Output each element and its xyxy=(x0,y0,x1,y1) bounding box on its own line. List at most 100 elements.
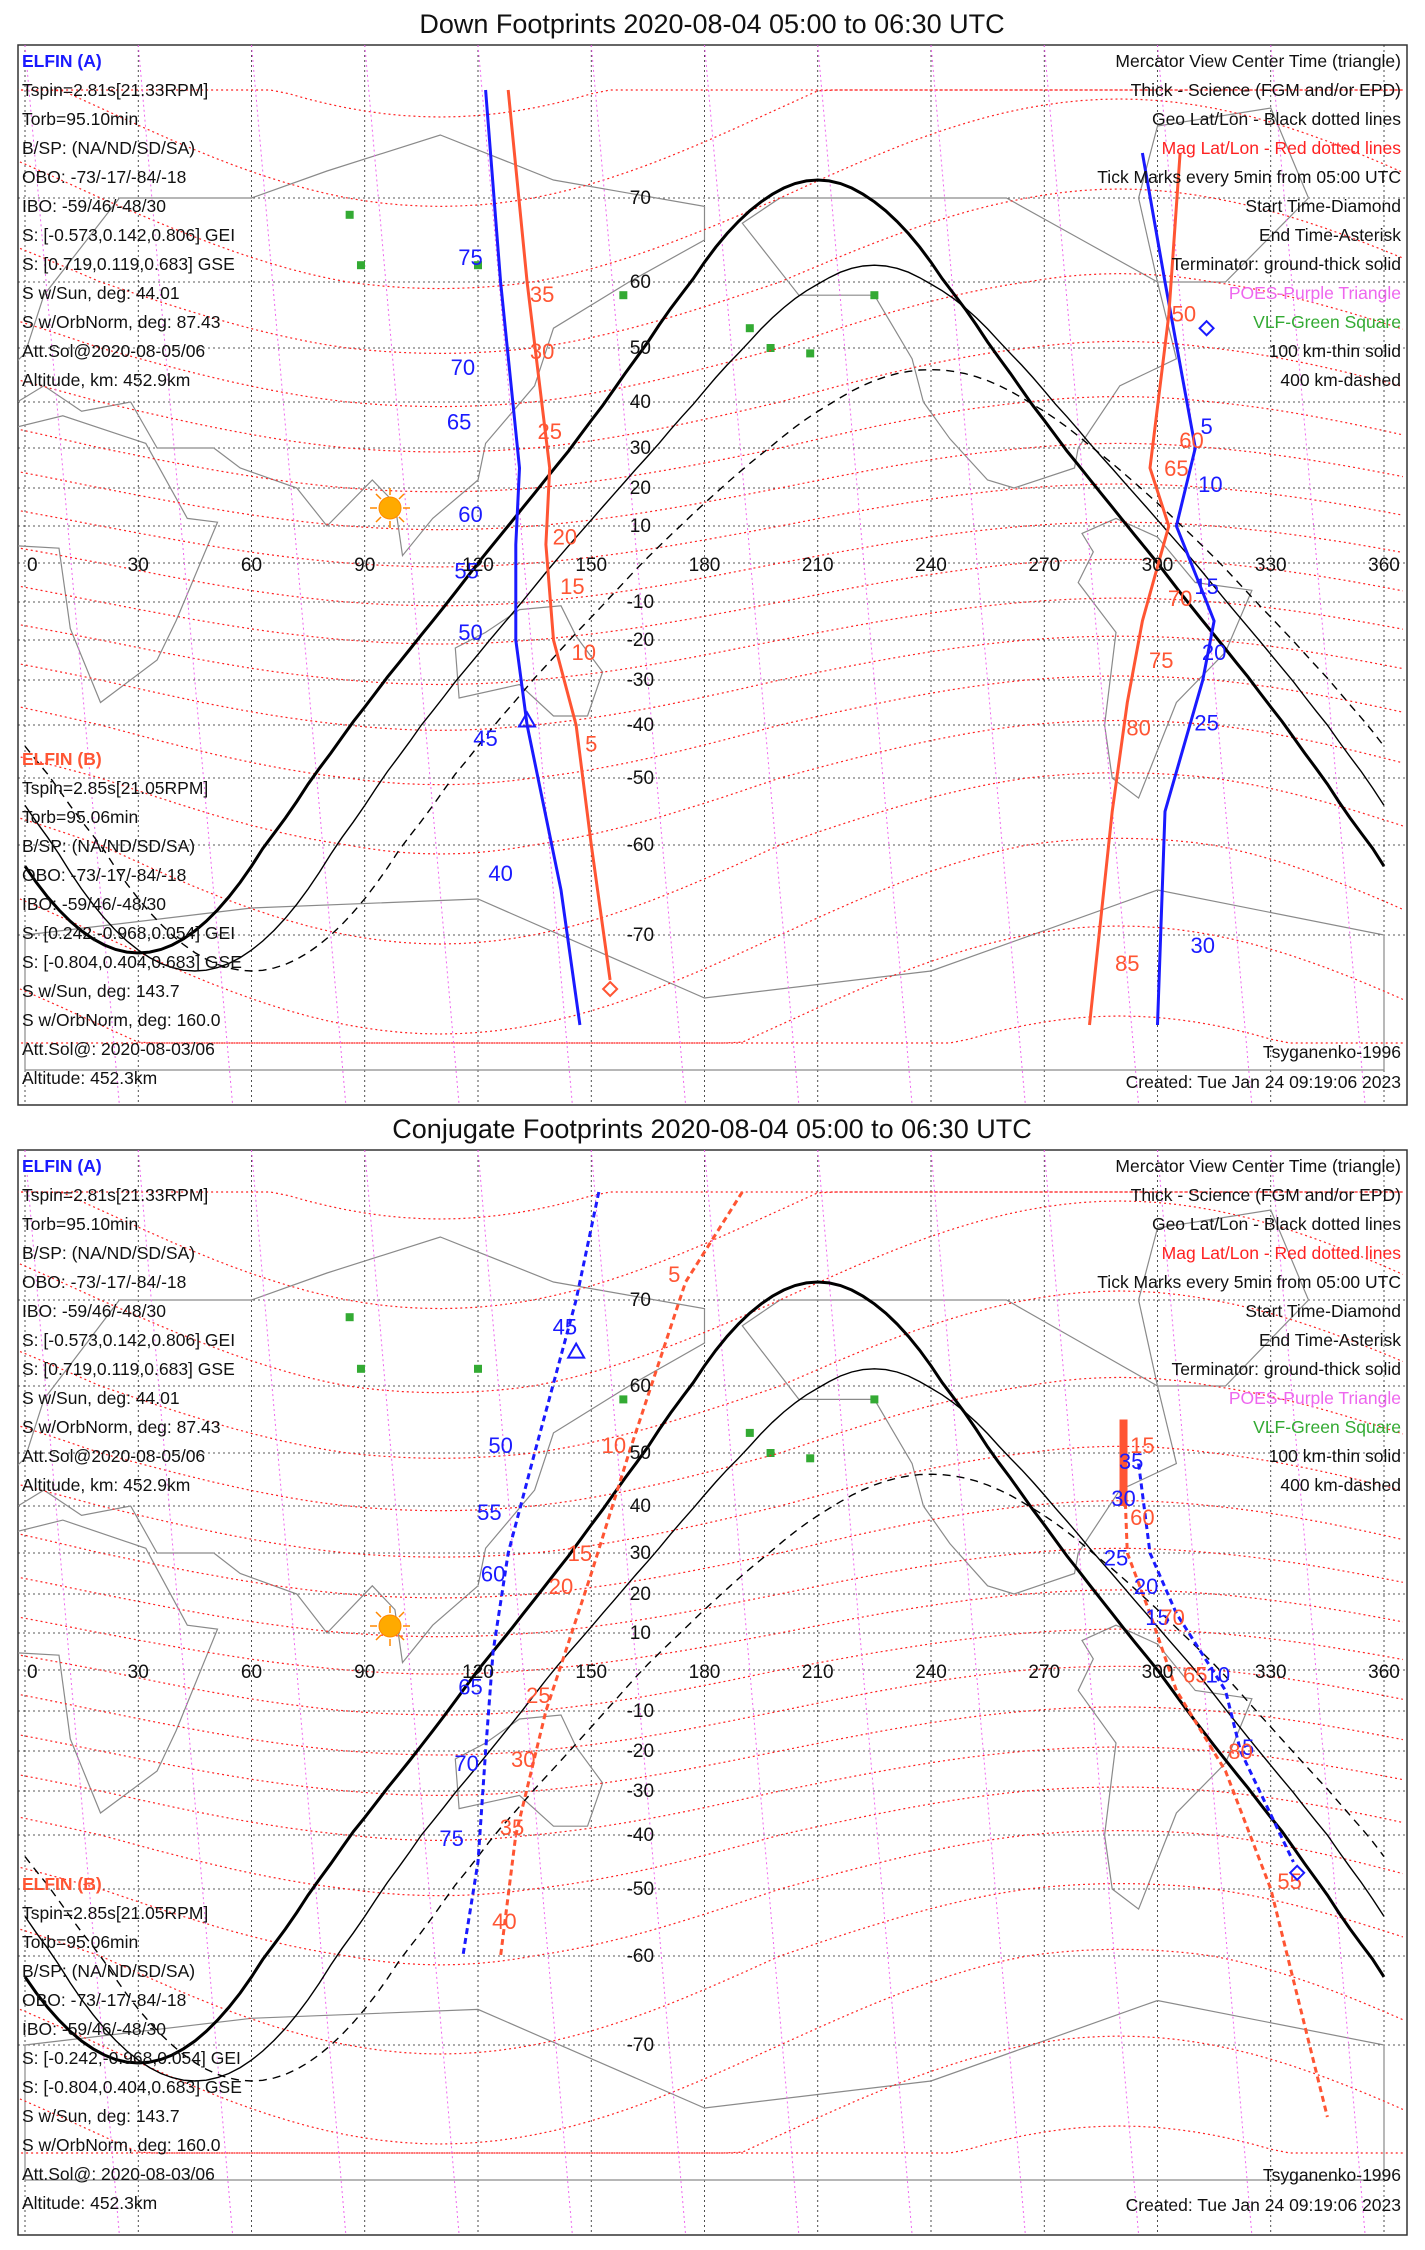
elfin-b-tick-label: 10 xyxy=(571,640,595,665)
lat-tick-label: 60 xyxy=(630,272,651,293)
lon-tick-label: 240 xyxy=(915,555,947,576)
info-line: S: [0.719,0.119,0.683] GSE xyxy=(22,254,235,274)
lon-tick-label: 150 xyxy=(575,1662,607,1683)
legend-item: Mercator View Center Time (triangle) xyxy=(1115,1156,1401,1176)
mag-parallel xyxy=(18,1191,1403,1310)
terminator-400km xyxy=(24,368,1385,972)
lat-tick-label: 70 xyxy=(630,1290,651,1311)
continent-outline xyxy=(741,1299,1178,1595)
model-label: Tsyganenko-1996 xyxy=(1263,2165,1401,2185)
elfin-b-tick-label: 70 xyxy=(1168,586,1192,611)
lat-tick-label: -60 xyxy=(627,835,654,856)
info-line: S: [-0.804,0.404,0.683] GSE xyxy=(22,2077,242,2097)
lat-tick-label: 30 xyxy=(630,438,651,459)
elfin-b-tick-label: 30 xyxy=(511,1747,535,1772)
elfin-b-tick-label: 35 xyxy=(530,282,554,307)
mag-parallel xyxy=(18,98,1404,290)
mag-parallel xyxy=(18,558,1404,645)
lon-tick-label: 360 xyxy=(1368,1662,1400,1683)
lat-tick-label: 60 xyxy=(630,1376,651,1397)
mag-parallel xyxy=(18,89,1403,208)
lat-tick-label: 50 xyxy=(630,338,651,359)
terminator-400km xyxy=(24,1473,1385,2082)
lat-tick-label: -50 xyxy=(627,768,654,789)
info-line: S w/OrbNorm, deg: 160.0 xyxy=(22,2135,221,2155)
lon-tick-label: 270 xyxy=(1028,555,1060,576)
elfin-a-tick-label: 25 xyxy=(1194,710,1218,735)
footprint-tracks: 4550556065707535302520151055101520253035… xyxy=(439,1191,1329,2118)
elfin-a-header: ELFIN (A) xyxy=(22,1156,102,1176)
vlf-station-square xyxy=(474,1364,482,1373)
vlf-station-square xyxy=(766,344,775,352)
coastlines xyxy=(18,1209,1385,2181)
info-line: S w/Sun, deg: 44.01 xyxy=(22,1388,180,1408)
terminator-100km xyxy=(24,1368,1385,2082)
elfin-b-tick-label: 60 xyxy=(1179,428,1203,453)
mag-meridian xyxy=(704,45,800,1105)
elfin-b-tick-label: 30 xyxy=(530,339,554,364)
mag-meridian xyxy=(930,45,1026,1105)
panel-conjugate-footprints: Conjugate Footprints 2020-08-04 05:00 to… xyxy=(17,1114,1408,2236)
mag-parallel xyxy=(18,1500,1404,1599)
mag-meridian xyxy=(24,45,120,1105)
elfin-b-tick-label: 40 xyxy=(492,1909,516,1934)
lat-tick-label: -20 xyxy=(627,1741,654,1762)
sun-icon xyxy=(370,488,410,528)
vlf-station-square xyxy=(356,1364,365,1373)
elfin-b-tick-label: 25 xyxy=(537,419,561,444)
elfin-b-tick-label: 50 xyxy=(1172,302,1196,327)
info-line: OBO: -73/-17/-84/-18 xyxy=(22,1272,186,1292)
elfin-a-track xyxy=(484,89,582,1026)
lon-tick-label: 330 xyxy=(1255,555,1287,576)
continent-outline xyxy=(741,197,1178,489)
lat-tick-label: -50 xyxy=(627,1879,654,1900)
center-time-triangle xyxy=(566,1341,586,1359)
lat-tick-label: -10 xyxy=(627,592,654,613)
mag-meridian xyxy=(137,1150,234,2235)
elfin-b-tick-label: 80 xyxy=(1228,1739,1252,1764)
legend-item: Tick Marks every 5min from 05:00 UTC xyxy=(1097,1272,1401,1292)
continent-outline xyxy=(18,1236,706,1665)
mag-meridian xyxy=(817,45,913,1105)
info-line: B/SP: (NA/ND/SD/SA) xyxy=(22,138,195,158)
info-line: Att.Sol@: 2020-08-03/06 xyxy=(22,1039,215,1059)
info-line: Att.Sol@: 2020-08-03/06 xyxy=(22,2164,215,2184)
mag-parallel xyxy=(18,675,1404,786)
lat-tick-label: 50 xyxy=(630,1443,651,1464)
terminator-100km xyxy=(24,264,1385,972)
mag-parallel xyxy=(18,1547,1404,1638)
info-line: S: [-0.242,-0.968,0.054] GEI xyxy=(22,2048,241,2068)
vlf-station-square xyxy=(345,210,354,219)
legend-item: End Time-Asterisk xyxy=(1259,225,1401,245)
elfin-b-tick-label: 5 xyxy=(585,732,597,757)
lon-tick-label: 270 xyxy=(1028,1662,1060,1683)
elfin-b-tick-label: 60 xyxy=(1130,1505,1154,1530)
sun-icon xyxy=(370,1606,410,1646)
mag-parallel xyxy=(18,521,1404,607)
legend-item: 100 km-thin solid xyxy=(1269,1446,1401,1466)
mag-meridian xyxy=(1043,45,1140,1105)
info-line: Tspin=2.81s[21.33RPM] xyxy=(22,1185,208,1205)
elfin-a-tick-label: 70 xyxy=(451,355,475,380)
terminator-ground xyxy=(23,1280,1386,2065)
axis-labels: 0 30 60 90 120 150 180 210 240 270 300 330 360706050… xyxy=(27,1290,1400,2056)
mag-meridian xyxy=(137,45,234,1105)
legend-item: POES-Purple Triangle xyxy=(1229,283,1401,303)
mag-meridian xyxy=(1157,45,1253,1105)
info-line: S w/Sun, deg: 143.7 xyxy=(22,2106,180,2126)
mag-meridian xyxy=(364,45,460,1105)
lon-tick-label: 180 xyxy=(689,1662,721,1683)
lon-tick-label: 300 xyxy=(1142,1662,1174,1683)
info-line: OBO: -73/-17/-84/-18 xyxy=(22,1990,186,2010)
info-line: Altitude: 452.3km xyxy=(22,2193,157,2213)
elfin-a-tick-label: 65 xyxy=(447,410,471,435)
elfin-a-tick-label: 20 xyxy=(1134,1574,1158,1599)
elfin-a-tick-label: 45 xyxy=(473,726,497,751)
legend-item: Thick - Science (FGM and/or EPD) xyxy=(1131,80,1401,100)
continent-outline xyxy=(18,1519,219,1814)
vlf-station-square xyxy=(356,261,365,270)
elfin-a-tick-label: 25 xyxy=(1104,1545,1128,1570)
lon-tick-label: 60 xyxy=(241,555,262,576)
mag-parallel xyxy=(18,442,1404,531)
vlf-station-square xyxy=(806,349,815,358)
